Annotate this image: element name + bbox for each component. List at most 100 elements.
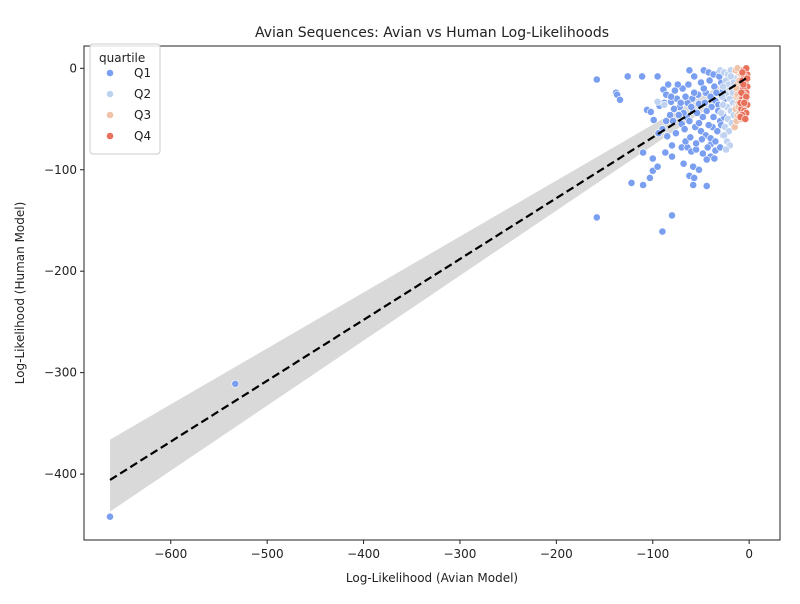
point-q1-89 bbox=[672, 129, 680, 138]
point-q1-106 bbox=[695, 119, 703, 127]
point-q1-49 bbox=[685, 66, 694, 75]
point-q1-44 bbox=[710, 154, 719, 163]
point-q1-26 bbox=[658, 227, 667, 236]
point-q1-107 bbox=[690, 88, 699, 97]
point-q1-22 bbox=[627, 178, 636, 187]
point-q1-71 bbox=[711, 137, 720, 146]
x-tick-label: −600 bbox=[154, 547, 187, 561]
legend-entries: Q1 Q2 Q3 Q4 bbox=[106, 66, 151, 143]
point-q1-27 bbox=[679, 159, 688, 168]
y-tick-label: −100 bbox=[44, 163, 77, 177]
point-q1-9 bbox=[616, 95, 624, 104]
legend-marker-q1 bbox=[106, 69, 114, 77]
point-q1-110 bbox=[676, 98, 685, 107]
legend-label-q1: Q1 bbox=[134, 66, 151, 80]
point-q1-24 bbox=[646, 173, 654, 182]
point-q1-96 bbox=[713, 127, 722, 136]
point-q1-2 bbox=[592, 213, 601, 222]
point-q4-20 bbox=[741, 115, 750, 123]
point-q1-30 bbox=[689, 181, 698, 189]
point-q1-105 bbox=[699, 113, 707, 121]
point-q1-76 bbox=[705, 76, 714, 85]
point-q1-3 bbox=[592, 75, 601, 84]
legend-marker-q4 bbox=[106, 132, 114, 140]
point-q1-116 bbox=[687, 103, 696, 111]
point-q1-1 bbox=[231, 379, 240, 388]
point-q1-102 bbox=[712, 88, 721, 97]
regression-line-layer bbox=[109, 77, 747, 481]
point-q1-4 bbox=[623, 72, 632, 81]
legend-title: quartile bbox=[99, 51, 145, 65]
point-q1-85 bbox=[662, 117, 671, 125]
chart-title: Avian Sequences: Avian vs Human Log-Like… bbox=[255, 25, 609, 41]
point-q1-34 bbox=[668, 141, 676, 150]
point-q4-27 bbox=[743, 74, 752, 83]
x-tick-label: −500 bbox=[251, 547, 284, 561]
point-q1-108 bbox=[684, 80, 693, 89]
y-tick-label: 0 bbox=[69, 61, 77, 75]
y-tick-label: −300 bbox=[44, 366, 77, 380]
point-q1-6 bbox=[653, 72, 662, 81]
point-q1-45 bbox=[702, 155, 711, 164]
point-q1-36 bbox=[668, 152, 676, 161]
point-q1-12 bbox=[649, 116, 658, 124]
point-q1-66 bbox=[685, 117, 694, 125]
x-tick-label: −200 bbox=[540, 547, 573, 561]
x-tick-label: −300 bbox=[443, 547, 476, 561]
point-q1-19 bbox=[648, 154, 657, 163]
point-q1-11 bbox=[646, 108, 655, 116]
point-q1-92 bbox=[692, 139, 700, 148]
point-q2-1 bbox=[660, 100, 669, 109]
point-q1-93 bbox=[698, 135, 706, 144]
x-axis-ticks: −600 −500 −400 −300 −200 −100 0 bbox=[154, 540, 753, 561]
confidence-band bbox=[110, 70, 747, 512]
point-q1-90 bbox=[680, 125, 689, 134]
legend-label-q3: Q3 bbox=[134, 108, 151, 122]
point-q1-119 bbox=[704, 121, 713, 129]
x-tick-label: −400 bbox=[347, 547, 380, 561]
y-tick-label: −400 bbox=[44, 467, 77, 481]
point-q4-26 bbox=[738, 68, 747, 77]
y-axis-ticks: −400 −300 −200 −100 0 bbox=[44, 61, 84, 481]
point-q1-104 bbox=[702, 107, 711, 115]
point-q4-25 bbox=[740, 98, 749, 107]
point-q1-25 bbox=[668, 211, 676, 220]
x-tick-label: 0 bbox=[745, 547, 753, 561]
point-q1-29 bbox=[690, 173, 699, 182]
point-q1-109 bbox=[681, 92, 690, 101]
point-q1-18 bbox=[639, 148, 647, 157]
point-q2-31 bbox=[717, 109, 726, 117]
plot-area-frame bbox=[83, 45, 781, 541]
point-q1-83 bbox=[670, 105, 678, 113]
point-q2-23 bbox=[719, 100, 727, 109]
confidence-band-layer bbox=[110, 70, 747, 512]
regression-line bbox=[109, 77, 747, 481]
point-q1-50 bbox=[690, 72, 699, 81]
point-q2-0 bbox=[653, 97, 662, 106]
point-q1-16 bbox=[664, 80, 673, 89]
point-q1-77 bbox=[699, 84, 708, 93]
point-q1-35 bbox=[661, 148, 670, 157]
point-q2-30 bbox=[719, 82, 727, 91]
point-q1-33 bbox=[695, 165, 703, 174]
point-q1-23 bbox=[639, 181, 647, 189]
legend: quartile Q1 Q2 Q3 Q4 bbox=[89, 43, 161, 155]
point-q1-111 bbox=[671, 86, 679, 95]
point-q1-91 bbox=[686, 133, 695, 142]
y-axis-label: Log-Likelihood (Human Model) bbox=[13, 202, 27, 385]
point-q1-115 bbox=[674, 111, 683, 119]
legend-marker-q2 bbox=[106, 90, 114, 98]
x-tick-label: −100 bbox=[636, 547, 669, 561]
legend-marker-q3 bbox=[106, 111, 114, 119]
point-q1-5 bbox=[638, 72, 646, 81]
legend-label-q4: Q4 bbox=[134, 129, 151, 143]
y-tick-label: −200 bbox=[44, 264, 77, 278]
x-axis-label: Log-Likelihood (Avian Model) bbox=[346, 571, 518, 585]
point-q1-120 bbox=[709, 113, 718, 121]
point-q1-112 bbox=[667, 92, 675, 101]
legend-label-q2: Q2 bbox=[134, 87, 151, 101]
point-q1-0 bbox=[106, 512, 114, 521]
point-q1-21 bbox=[653, 162, 662, 171]
